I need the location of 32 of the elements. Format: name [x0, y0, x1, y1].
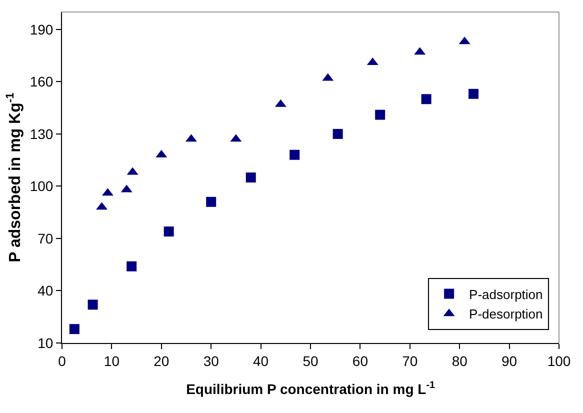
y-tick-label: 70 — [38, 230, 54, 246]
point — [468, 88, 479, 99]
legend-label: P-adsorption — [469, 286, 543, 302]
x-axis-title: Equilibrium P concentration in mg L$^{-1}$ — [186, 380, 436, 398]
x-tick-label: 50 — [302, 352, 318, 369]
x-tick-label: 80 — [452, 352, 468, 369]
point — [246, 172, 256, 182]
point — [332, 128, 343, 139]
point — [375, 110, 386, 120]
x-tick-label: 0 — [58, 352, 66, 369]
legend-label: P-desorption — [469, 306, 543, 322]
point — [164, 226, 174, 237]
y-tick-label: 10 — [38, 334, 54, 351]
x-tick-label: 100 — [547, 352, 571, 369]
point — [290, 150, 300, 160]
x-tick-label: 30 — [203, 352, 220, 369]
y-tick-label: 40 — [38, 282, 54, 299]
x-tick-label: 70 — [402, 352, 418, 369]
point — [126, 261, 137, 272]
point — [421, 94, 432, 104]
point — [88, 300, 98, 310]
x-tick-label: 40 — [253, 352, 269, 369]
y-tick-label: 190 — [30, 21, 54, 38]
x-tick-label: 60 — [352, 352, 368, 369]
y-tick-label: 100 — [30, 178, 54, 194]
x-tick-label: 90 — [502, 352, 518, 369]
point — [69, 324, 80, 334]
y-tick-label: 130 — [30, 126, 54, 142]
y-tick-label: 160 — [30, 74, 54, 90]
x-tick-label: 10 — [104, 352, 120, 369]
x-tick-label: 20 — [154, 352, 170, 369]
point — [206, 196, 216, 207]
